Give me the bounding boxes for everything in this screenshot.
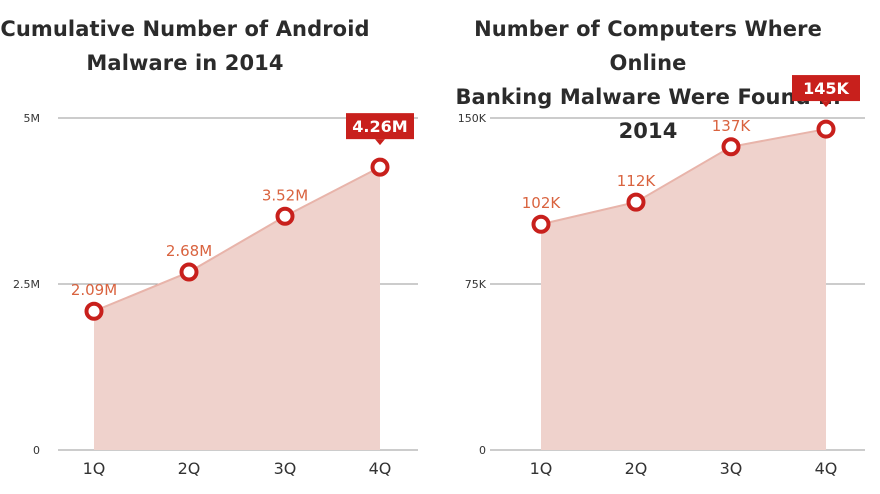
x-tick-label: 3Q [274, 459, 297, 478]
highlight-badge-pointer [821, 101, 831, 108]
data-label: 3.52M [262, 186, 308, 204]
y-tick-label: 5M [24, 112, 41, 125]
y-tick-label: 0 [479, 444, 486, 457]
data-point [179, 262, 199, 282]
y-tick-label: 2.5M [13, 278, 40, 291]
chart-title-line: Number of Computers Where Online [474, 17, 822, 75]
data-point [370, 157, 390, 177]
x-tick-label: 1Q [530, 459, 553, 478]
chart-title-android-malware: Cumulative Number of Android Malware in … [0, 12, 370, 80]
data-label: 2.09M [71, 281, 117, 299]
data-label: 2.68M [166, 242, 212, 260]
area-fill [94, 167, 380, 451]
highlight-badge [346, 113, 414, 140]
chart-title-banking-malware: Number of Computers Where Online Banking… [438, 12, 858, 148]
data-point [721, 137, 741, 157]
x-tick-label: 2Q [625, 459, 648, 478]
series-line [540, 128, 827, 226]
data-label-highlight: 4.26M [352, 117, 407, 136]
data-point [84, 301, 104, 321]
data-point [816, 119, 836, 139]
x-tick-label: 3Q [720, 459, 743, 478]
series-line [93, 166, 381, 313]
data-label-highlight: 145K [803, 79, 849, 98]
highlight-badge [792, 75, 860, 102]
x-tick-label: 1Q [83, 459, 106, 478]
highlight-badge-pointer [375, 139, 385, 146]
data-point [275, 206, 295, 226]
chart-title-line: Malware in 2014 [86, 51, 284, 75]
data-point [531, 214, 551, 234]
chart-title-line: Banking Malware Were Found in 2014 [455, 85, 841, 143]
x-tick-label: 4Q [815, 459, 838, 478]
data-label: 102K [522, 194, 562, 212]
x-tick-label: 2Q [178, 459, 201, 478]
y-tick-label: 75K [465, 278, 487, 291]
y-tick-label: 0 [33, 444, 40, 457]
x-tick-label: 4Q [369, 459, 392, 478]
y-tick-label: 150K [458, 112, 487, 125]
data-point [626, 192, 646, 212]
data-label: 112K [617, 172, 657, 190]
area-fill [541, 129, 826, 451]
data-label: 137K [712, 117, 752, 135]
chart-title-line: Cumulative Number of Android [0, 17, 370, 41]
